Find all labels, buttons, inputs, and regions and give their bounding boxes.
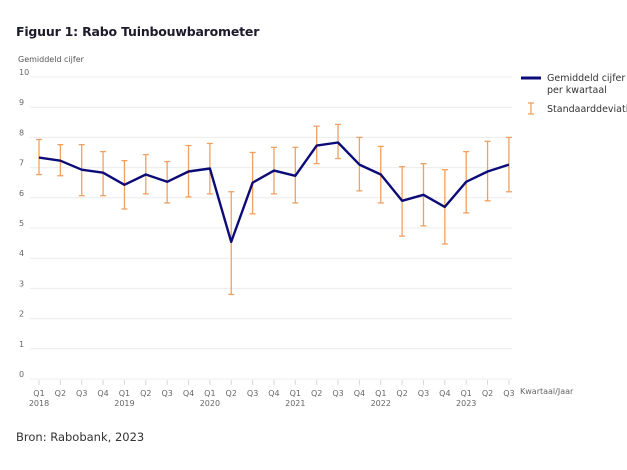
y-tick-label: 9 — [19, 98, 24, 107]
x-tick-label-quarter: Q2 — [226, 389, 237, 398]
x-axis-label: Kwartaal/Jaar — [520, 387, 574, 396]
y-tick-label: 6 — [19, 189, 24, 198]
legend-label-mean-line2: per kwartaal — [547, 85, 607, 96]
x-tick-label-quarter: Q1 — [290, 389, 301, 398]
x-tick-label-quarter: Q4 — [97, 389, 108, 398]
y-tick-label: 3 — [19, 279, 24, 288]
legend-errorbar-swatch — [528, 102, 534, 115]
y-tick-label: 4 — [19, 249, 24, 258]
y-tick-label: 2 — [19, 310, 24, 319]
x-tick-label-quarter: Q4 — [439, 389, 450, 398]
x-tick-label-quarter: Q4 — [183, 389, 194, 398]
error-bars — [36, 123, 512, 296]
y-tick-label: 10 — [19, 68, 29, 77]
x-tick-label-quarter: Q1 — [461, 389, 472, 398]
x-tick-label-quarter: Q1 — [119, 389, 130, 398]
legend-label-stddev: Standaarddeviatie — [547, 104, 627, 115]
x-tick-label-quarter: Q1 — [204, 389, 215, 398]
x-tick-label-quarter: Q3 — [76, 389, 87, 398]
legend-label-mean-line1: Gemiddeld cijfer — [547, 73, 625, 84]
x-tick-label-year: 2018 — [29, 399, 49, 408]
x-tick-label-quarter: Q1 — [33, 389, 44, 398]
x-tick-label-quarter: Q3 — [247, 389, 258, 398]
series-line-mean — [38, 141, 510, 244]
chart-title: Figuur 1: Rabo Tuinbouwbarometer — [16, 24, 260, 39]
legend: Gemiddeld cijfer per kwartaal Standaardd… — [521, 73, 627, 115]
error-bar — [228, 191, 235, 296]
x-tick-label-year: 2020 — [200, 399, 220, 408]
y-tick-label: 8 — [19, 128, 24, 137]
x-tick-label-quarter: Q3 — [332, 389, 343, 398]
source-note: Bron: Rabobank, 2023 — [16, 430, 145, 444]
error-bar — [36, 138, 42, 176]
y-tick-label: 1 — [19, 340, 24, 349]
x-tick-label-year: 2019 — [114, 399, 134, 408]
y-axis-label: Gemiddeld cijfer — [18, 55, 85, 64]
x-tick-label-quarter: Q2 — [311, 389, 322, 398]
series-lines — [38, 141, 510, 244]
x-tick-label-quarter: Q4 — [354, 389, 365, 398]
x-tick-label-quarter: Q4 — [268, 389, 279, 398]
x-tick-label-quarter: Q3 — [418, 389, 429, 398]
x-tick-label-quarter: Q2 — [140, 389, 151, 398]
x-tick-label-quarter: Q1 — [375, 389, 386, 398]
error-bar — [505, 136, 512, 193]
x-tick-label-quarter: Q3 — [161, 389, 172, 398]
x-tick-label-year: 2022 — [371, 399, 391, 408]
x-tick-label-quarter: Q2 — [55, 389, 66, 398]
x-tick-label-quarter: Q3 — [503, 389, 514, 398]
y-tick-labels: 0 1 2 3 4 5 6 7 8 9 10 — [19, 68, 29, 379]
x-tick-label-year: 2023 — [456, 399, 476, 408]
x-tick-label-quarter: Q2 — [396, 389, 407, 398]
y-tick-label: 5 — [19, 219, 24, 228]
grid-lines — [30, 76, 512, 380]
y-tick-label: 0 — [19, 370, 24, 379]
x-tick-label-quarter: Q2 — [482, 389, 493, 398]
y-tick-label: 7 — [19, 159, 24, 168]
x-tick-label-year: 2021 — [285, 399, 305, 408]
